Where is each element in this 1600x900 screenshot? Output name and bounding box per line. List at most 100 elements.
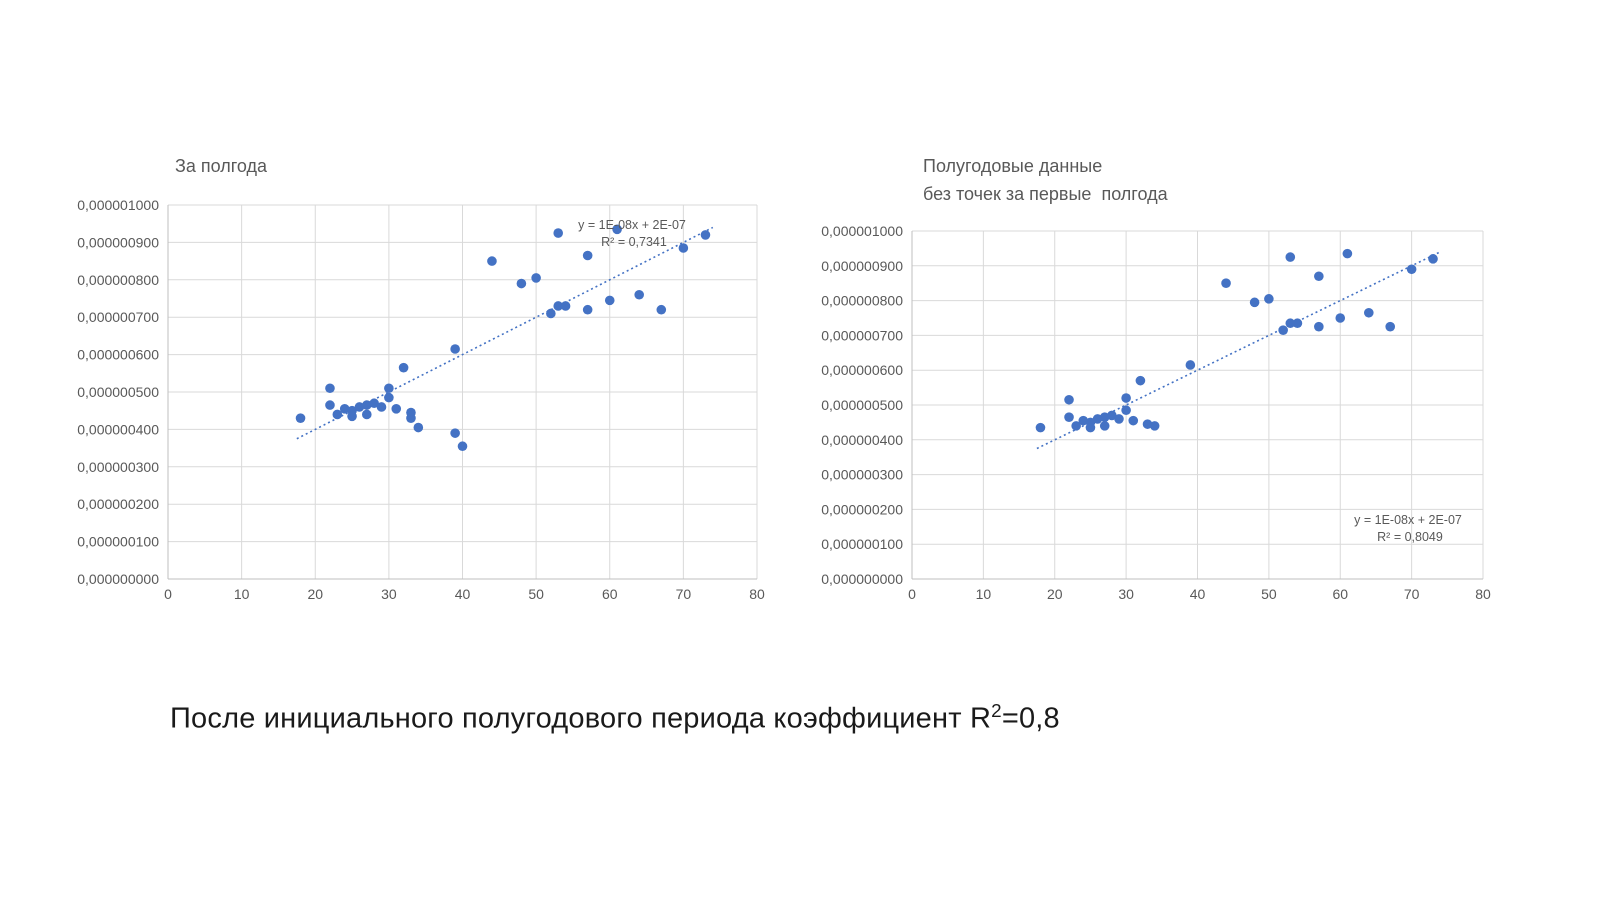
trendline-equation: y = 1E-08x + 2E-07 — [1354, 513, 1462, 527]
x-axis-tick-label: 30 — [381, 586, 397, 602]
data-point — [450, 344, 460, 354]
scatter-plot-filtered: 0,000001000 0,000000900 0,000000800 0,00000… — [821, 223, 1491, 602]
data-point — [582, 250, 593, 261]
data-point — [361, 409, 372, 420]
y-axis-tick-label: 0,000000200 — [77, 496, 159, 512]
x-axis-tick-label: 20 — [307, 586, 323, 602]
data-point — [678, 243, 689, 253]
data-point — [546, 308, 556, 319]
data-point — [295, 413, 306, 423]
data-point — [1249, 297, 1260, 308]
data-point — [347, 405, 357, 416]
y-axis-tick-label: 0,000000700 — [77, 309, 159, 325]
chart-half-year: За полгода 0,000001000 0,000000900 0,00000… — [60, 140, 770, 620]
x-axis-tick-label: 80 — [1475, 586, 1491, 602]
data-point — [1128, 415, 1139, 426]
data-point — [457, 441, 468, 452]
data-point — [1285, 318, 1296, 329]
data-point — [656, 304, 667, 315]
chart-filtered-data: Полугодовые данные без точек за первые п… — [810, 140, 1520, 620]
data-point — [560, 301, 571, 311]
data-point — [1278, 325, 1288, 335]
x-axis-tick-label: 40 — [455, 586, 471, 602]
y-axis-tick-label: 0,000000300 — [77, 459, 159, 475]
data-point — [612, 224, 622, 235]
data-point — [325, 400, 335, 410]
x-axis-tick-label: 60 — [602, 586, 618, 602]
data-point — [1292, 318, 1303, 329]
data-point — [700, 230, 711, 240]
x-axis-tick-label: 20 — [1047, 586, 1063, 602]
trendline-equation: y = 1E-08x + 2E-07 — [578, 218, 686, 232]
data-point — [361, 400, 372, 410]
data-point — [369, 398, 379, 409]
y-axis-tick-label: 0,000001000 — [77, 197, 159, 213]
data-point — [406, 413, 416, 423]
trendline-r2: R² = 0,7341 — [601, 235, 667, 249]
data-point — [1285, 252, 1296, 262]
data-point — [1428, 254, 1438, 264]
data-point — [1335, 313, 1346, 323]
data-point — [413, 422, 424, 433]
x-axis-tick-label: 10 — [234, 586, 250, 602]
y-axis-tick-label: 0,000000200 — [821, 501, 903, 517]
x-axis-tick-label: 70 — [1404, 586, 1420, 602]
data-point — [1114, 414, 1124, 424]
data-point — [487, 256, 497, 266]
conclusion-text: После инициального полугодового периода … — [170, 700, 1060, 736]
data-point — [1064, 412, 1074, 422]
x-axis-tick-label: 70 — [676, 586, 692, 602]
y-axis-tick-label: 0,000000800 — [77, 272, 159, 288]
x-axis-tick-label: 0 — [908, 586, 916, 602]
data-point — [1121, 393, 1131, 403]
data-point — [1071, 421, 1081, 431]
y-axis-tick-label: 0,000000400 — [77, 421, 159, 437]
data-point — [391, 404, 402, 414]
chart-title: За полгода — [175, 156, 268, 176]
data-point — [332, 409, 343, 420]
data-point — [1314, 321, 1324, 332]
x-axis-tick-label: 60 — [1332, 586, 1348, 602]
caption-prefix: После инициального полугодового периода … — [170, 702, 992, 735]
x-axis-tick-label: 0 — [164, 586, 172, 602]
y-axis-tick-label: 0,000000700 — [821, 327, 903, 343]
data-point — [325, 383, 335, 394]
caption-superscript: 2 — [991, 700, 1002, 721]
y-axis-tick-label: 0,000000000 — [821, 571, 903, 587]
y-axis-tick-label: 0,000000900 — [821, 258, 903, 274]
data-point — [1364, 307, 1374, 318]
x-axis-tick-label: 10 — [976, 586, 992, 602]
data-point — [1149, 421, 1160, 431]
y-axis-tick-label: 0,000000100 — [821, 536, 903, 552]
data-point — [604, 295, 615, 306]
x-axis-tick-label: 30 — [1118, 586, 1134, 602]
data-point — [553, 228, 564, 238]
y-axis-tick-label: 0,000000500 — [77, 384, 159, 400]
data-point — [1085, 417, 1096, 428]
y-axis-tick-label: 0,000000100 — [77, 534, 159, 550]
y-axis-tick-label: 0,000000500 — [821, 397, 903, 413]
data-point — [384, 383, 394, 394]
scatter-plot-half-year: 0,000001000 0,000000900 0,000000800 0,00000… — [77, 197, 765, 602]
x-axis-tick-label: 80 — [749, 586, 765, 602]
y-axis-tick-label: 0,000000600 — [77, 347, 159, 363]
data-point — [1385, 321, 1396, 332]
data-point — [1342, 248, 1353, 259]
data-point — [1121, 405, 1131, 416]
data-point — [376, 402, 387, 412]
data-point — [553, 301, 564, 311]
data-point — [1185, 360, 1196, 370]
x-axis-tick-label: 50 — [528, 586, 544, 602]
data-point — [516, 278, 527, 289]
y-axis-tick-label: 0,000000400 — [821, 432, 903, 448]
data-point — [1264, 294, 1274, 304]
data-point — [531, 273, 541, 283]
data-point — [354, 402, 365, 412]
data-point — [384, 392, 394, 403]
trendline-r2: R² = 0,8049 — [1377, 530, 1443, 544]
data-point — [1035, 422, 1046, 433]
y-axis-tick-label: 0,000000900 — [77, 234, 159, 250]
x-axis-tick-label: 40 — [1190, 586, 1206, 602]
data-point — [1099, 421, 1110, 431]
